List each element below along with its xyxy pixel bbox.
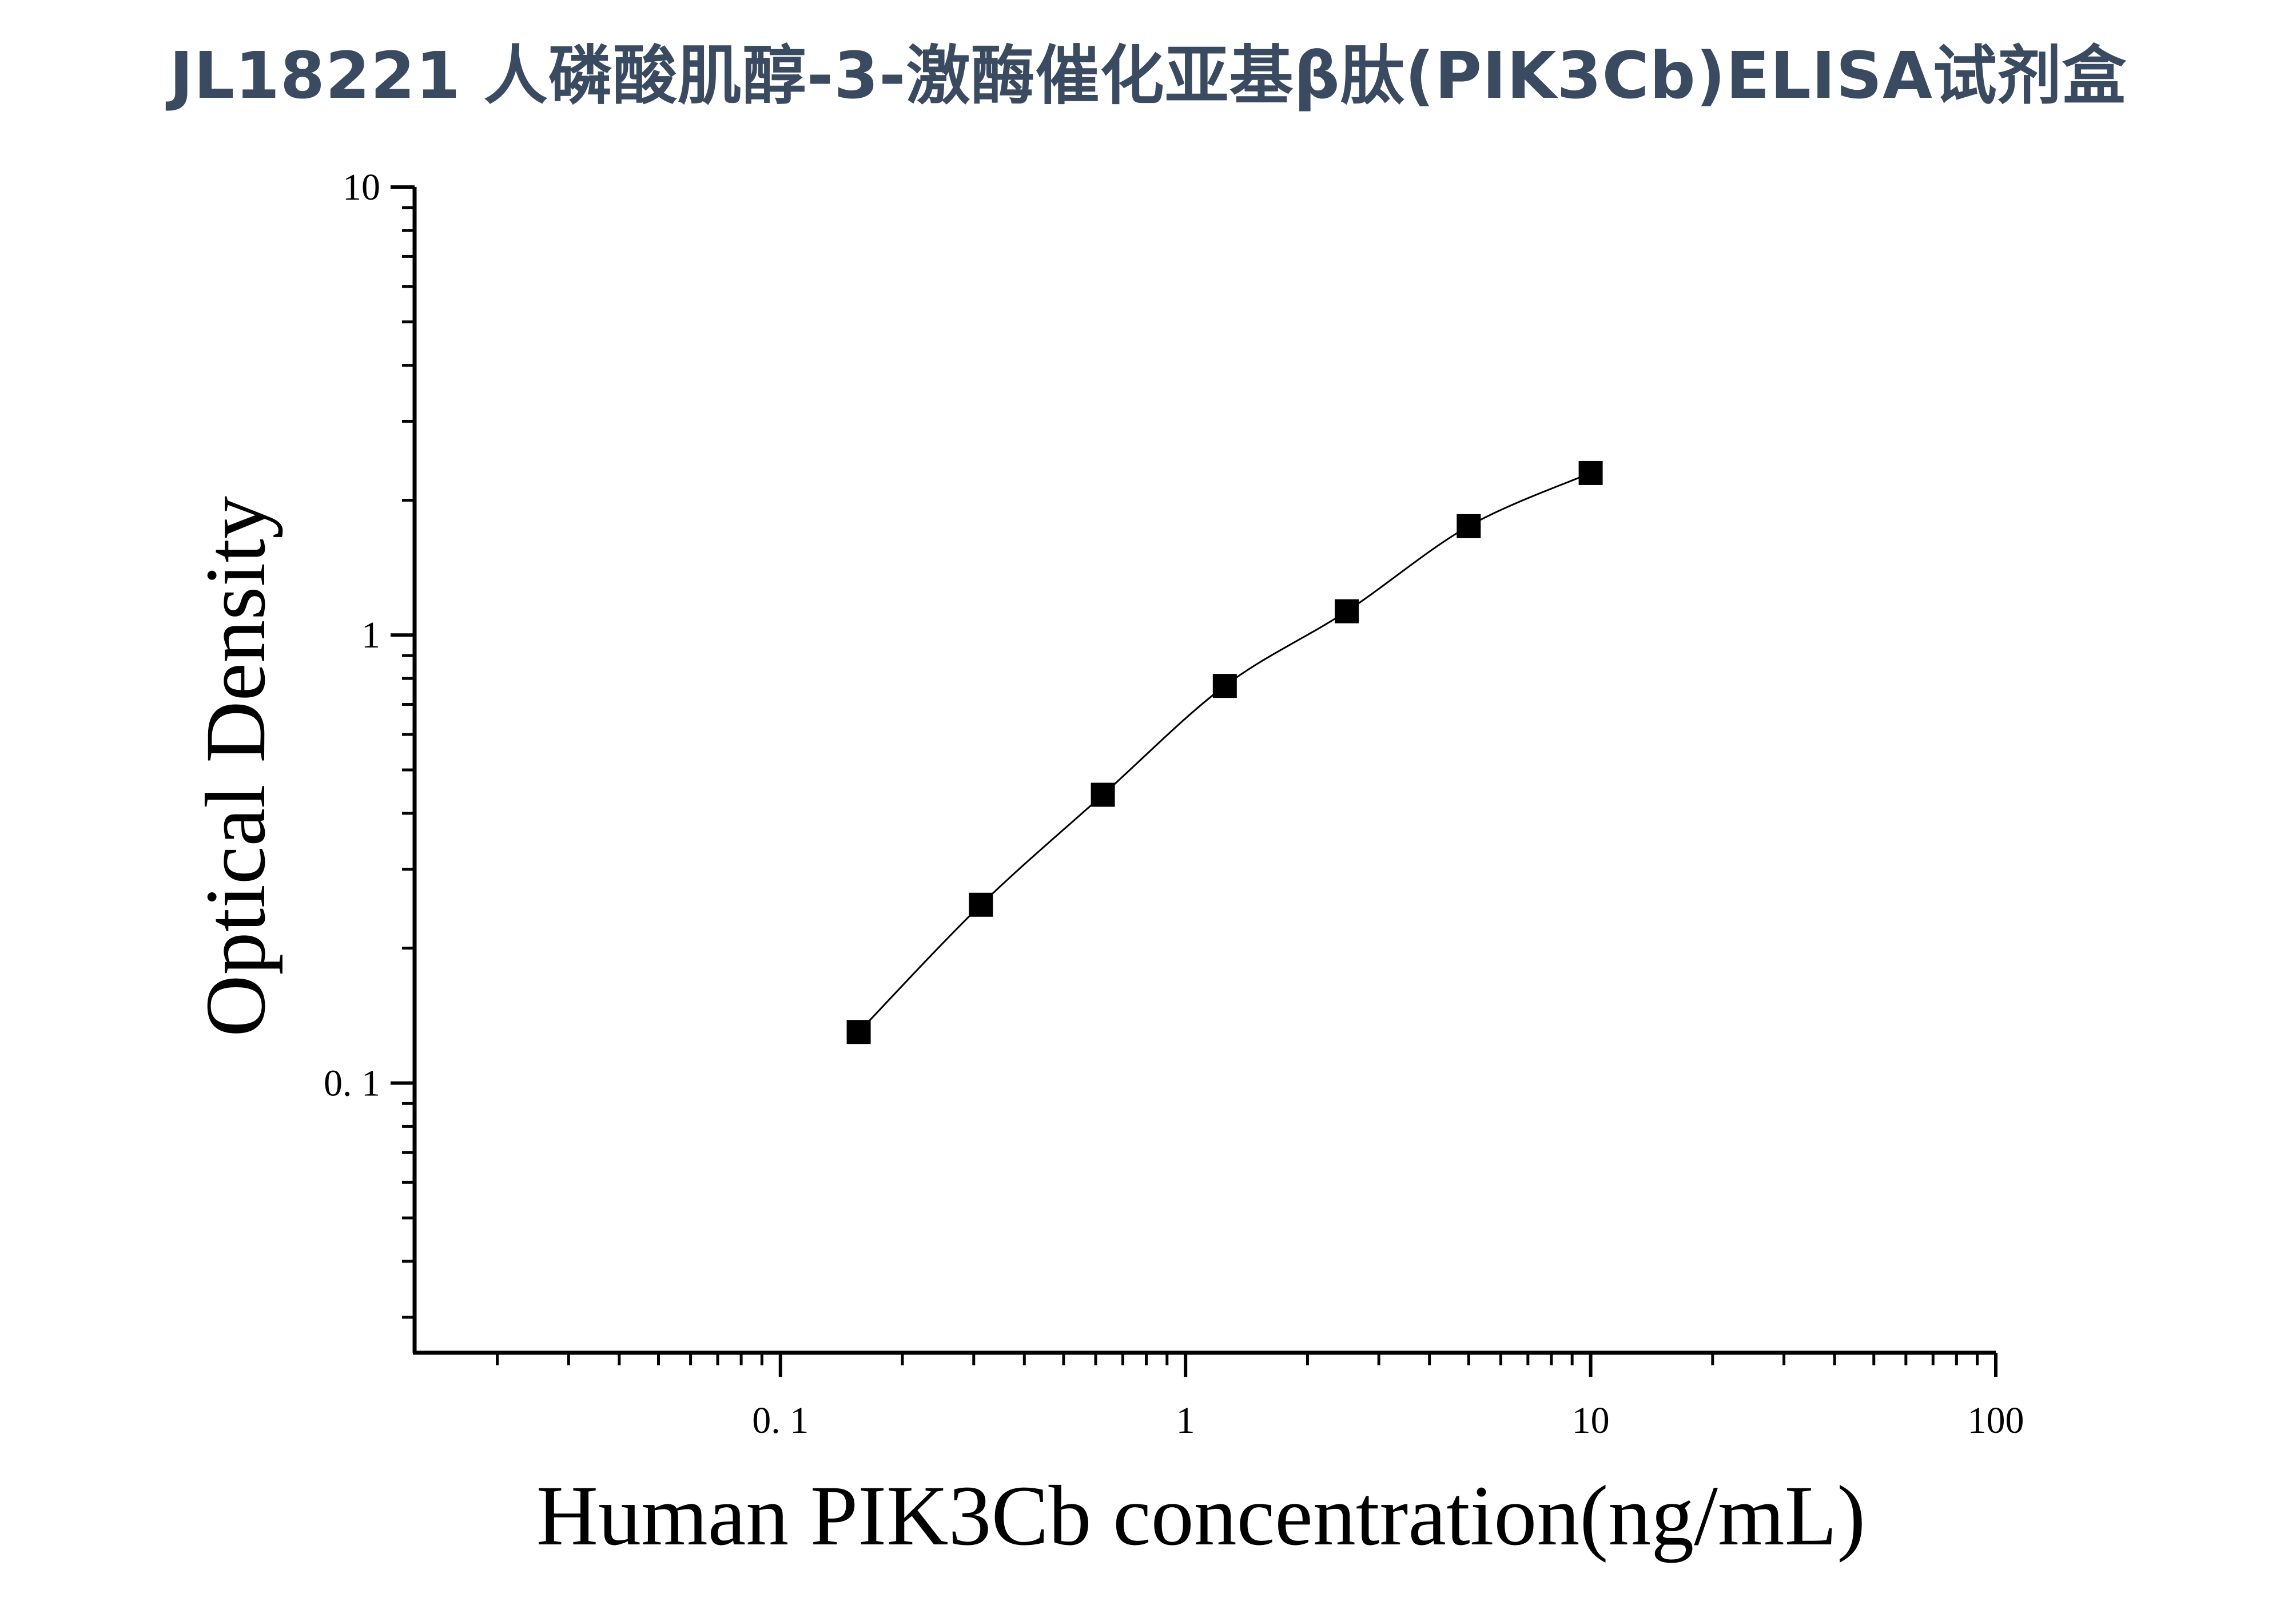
x-tick-label: 100: [1968, 1400, 2024, 1441]
data-point: [1335, 599, 1359, 623]
data-point: [1091, 782, 1115, 807]
x-tick-label: 0. 1: [752, 1400, 809, 1441]
x-tick-label: 1: [1176, 1400, 1195, 1441]
y-tick-label: 0. 1: [324, 1062, 380, 1104]
x-axis: 0. 1 1 10 100: [413, 1350, 2024, 1441]
data-point: [1457, 514, 1481, 538]
y-axis-title: Optical Density: [188, 496, 283, 1037]
y-tick-label: 1: [361, 614, 380, 656]
x-tick-label: 10: [1572, 1400, 1610, 1441]
y-axis: 0. 1 1 10: [324, 166, 417, 1353]
x-axis-title: Human PIK3Cb concentration(ng/mL): [536, 1468, 1866, 1563]
data-point: [846, 1020, 871, 1044]
page-title: JL18221 人磷酸肌醇-3-激酶催化亚基β肽(PIK3Cb)ELISA试剂盒: [169, 39, 2127, 113]
plot-area: [846, 460, 1603, 1044]
data-point: [1212, 674, 1237, 698]
y-tick-label: 10: [343, 166, 380, 208]
fit-curve: [858, 472, 1591, 1033]
data-point: [969, 892, 993, 917]
data-point: [1578, 460, 1603, 485]
